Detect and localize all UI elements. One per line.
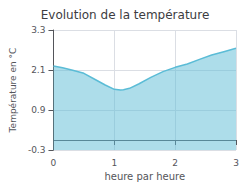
svg-text:1: 1 <box>111 158 117 168</box>
svg-text:-0.3: -0.3 <box>28 145 46 155</box>
svg-text:3.3: 3.3 <box>31 25 45 35</box>
svg-text:heure par heure: heure par heure <box>104 171 185 182</box>
svg-text:0: 0 <box>51 158 57 168</box>
svg-text:Température en °C: Température en °C <box>8 48 18 134</box>
svg-text:0.9: 0.9 <box>31 105 46 115</box>
svg-text:Evolution de la température: Evolution de la température <box>41 8 210 22</box>
svg-text:2.1: 2.1 <box>31 65 45 75</box>
svg-text:3: 3 <box>233 158 239 168</box>
svg-text:2: 2 <box>172 158 178 168</box>
